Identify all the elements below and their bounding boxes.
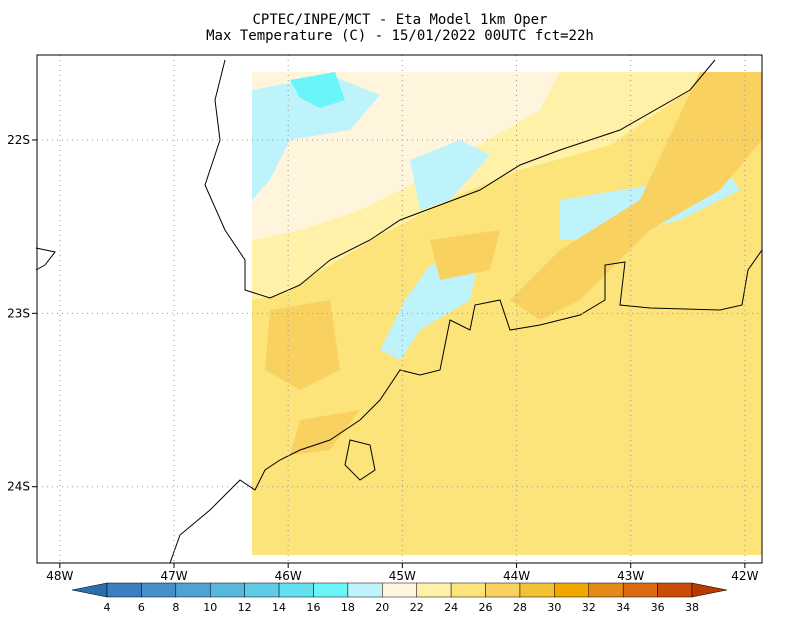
colorbar-label: 18 [341, 601, 355, 614]
colorbar-box [175, 582, 211, 598]
colorbar-box [313, 582, 349, 598]
title-line: Max Temperature (C) - 15/01/2022 00UTC f… [206, 28, 594, 44]
x-tick-label: 46W [275, 569, 302, 583]
x-tick-label: 44W [503, 569, 530, 583]
colorbar-box [106, 582, 142, 598]
colorbar-label: 38 [685, 601, 699, 614]
field-patch [265, 300, 340, 390]
x-tick-label: 47W [160, 569, 187, 583]
colorbar-label: 12 [238, 601, 252, 614]
colorbar-box [588, 582, 624, 598]
x-tick-label: 45W [389, 569, 416, 583]
field-patch [252, 75, 380, 200]
colorbar-box [347, 582, 383, 598]
colorbar-label: 4 [104, 601, 111, 614]
coast [35, 247, 56, 271]
map-frame [36, 54, 763, 564]
grid [37, 55, 762, 563]
colorbar-box [657, 582, 693, 598]
y-tick-label: 22S [7, 133, 30, 147]
colorbar-box [244, 582, 280, 598]
y-tick-label: 24S [7, 480, 30, 494]
x-tick-label: 42W [731, 569, 758, 583]
colorbar-box [416, 582, 452, 598]
field-patch [430, 230, 500, 280]
coast [169, 249, 763, 564]
field-patch [290, 72, 345, 108]
island [344, 439, 376, 481]
colorbar-label: 32 [582, 601, 596, 614]
colorbar-box [450, 582, 486, 598]
field-patch [410, 140, 490, 210]
y-tick-label: 23S [7, 306, 30, 320]
colorbar-box [278, 582, 314, 598]
coastline [35, 59, 763, 564]
state-border [204, 59, 716, 299]
colorbar-label: 20 [375, 601, 389, 614]
colorbar-label: 24 [444, 601, 458, 614]
x-tick-label: 43W [617, 569, 644, 583]
field-patch [380, 255, 480, 360]
colorbar-box [485, 582, 521, 598]
colorbar-box [554, 582, 590, 598]
labels: 48W 47W 46W 45W 44W 43W 42W 22S 23S 24S [7, 133, 758, 583]
colorbar-label: 8 [172, 601, 179, 614]
colorbar-extend [71, 582, 108, 598]
colorbar-box [209, 582, 245, 598]
field-patch [290, 410, 360, 455]
colorbar-label: 10 [203, 601, 217, 614]
colorbar-label: 6 [138, 601, 145, 614]
colorbar-box [622, 582, 658, 598]
colorbar-label: 36 [651, 601, 665, 614]
colorbar-box [519, 582, 555, 598]
colorbar-label: 28 [513, 601, 527, 614]
title-line: CPTEC/INPE/MCT - Eta Model 1km Oper [252, 12, 547, 28]
colorbar-label: 26 [479, 601, 493, 614]
colorbar-label: 16 [306, 601, 320, 614]
colorbar-label: 14 [272, 601, 286, 614]
colorbar-box [382, 582, 417, 598]
colorbar-label: 22 [410, 601, 424, 614]
colorbar-label: 30 [547, 601, 561, 614]
x-tick-label: 48W [46, 569, 73, 583]
colorbar-box [141, 582, 177, 598]
colorbar-label: 34 [616, 601, 630, 614]
field-patch [510, 72, 762, 320]
colorbar-extend [691, 582, 728, 598]
colorbar: 4 6 8 10 12 14 16 18 20 22 24 26 28 30 32 34 36 38 [71, 582, 728, 614]
